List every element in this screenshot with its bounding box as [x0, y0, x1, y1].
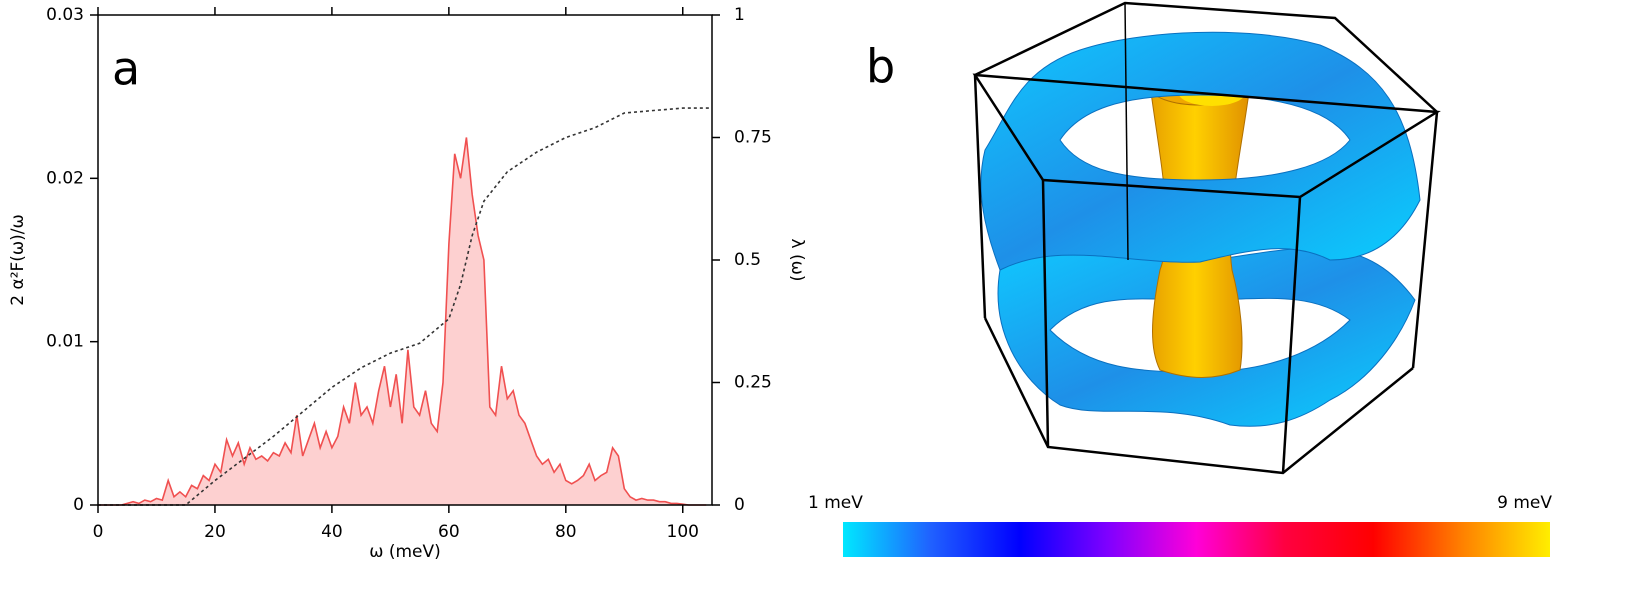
y2-axis-label: λ (ω) — [787, 239, 807, 282]
x-axis-label: ω (meV) — [369, 542, 441, 562]
y-tick-label: 0.01 — [46, 332, 84, 352]
x-tick-label: 60 — [438, 522, 460, 542]
colorbar-max-label: 9 meV — [1497, 493, 1552, 513]
line — [98, 107, 712, 506]
panel-label: a — [112, 42, 140, 96]
x-tick-label: 40 — [321, 522, 343, 542]
y-tick-label: 0.02 — [46, 168, 84, 188]
x-tick-label: 100 — [667, 522, 699, 542]
x-tick-label: 80 — [555, 522, 577, 542]
colorbar-min-label: 1 meV — [808, 493, 863, 513]
y2-tick-label: 1 — [734, 5, 745, 25]
y2-tick-label: 0 — [734, 495, 745, 515]
y-tick-label: 0 — [73, 495, 84, 515]
y2-tick-label: 0.75 — [734, 128, 772, 148]
colorbar — [843, 522, 1550, 557]
x-tick-label: 20 — [204, 522, 226, 542]
area — [98, 137, 707, 505]
fermi-surface — [972, 1, 1441, 475]
line — [98, 137, 707, 506]
panel-label: b — [866, 40, 895, 94]
x-tick-label: 0 — [93, 522, 104, 542]
y-tick-label: 0.03 — [46, 5, 84, 25]
y-axis-label: 2 α²F(ω)/ω — [8, 214, 28, 305]
y2-tick-label: 0.5 — [734, 250, 761, 270]
y2-tick-label: 0.25 — [734, 373, 772, 393]
